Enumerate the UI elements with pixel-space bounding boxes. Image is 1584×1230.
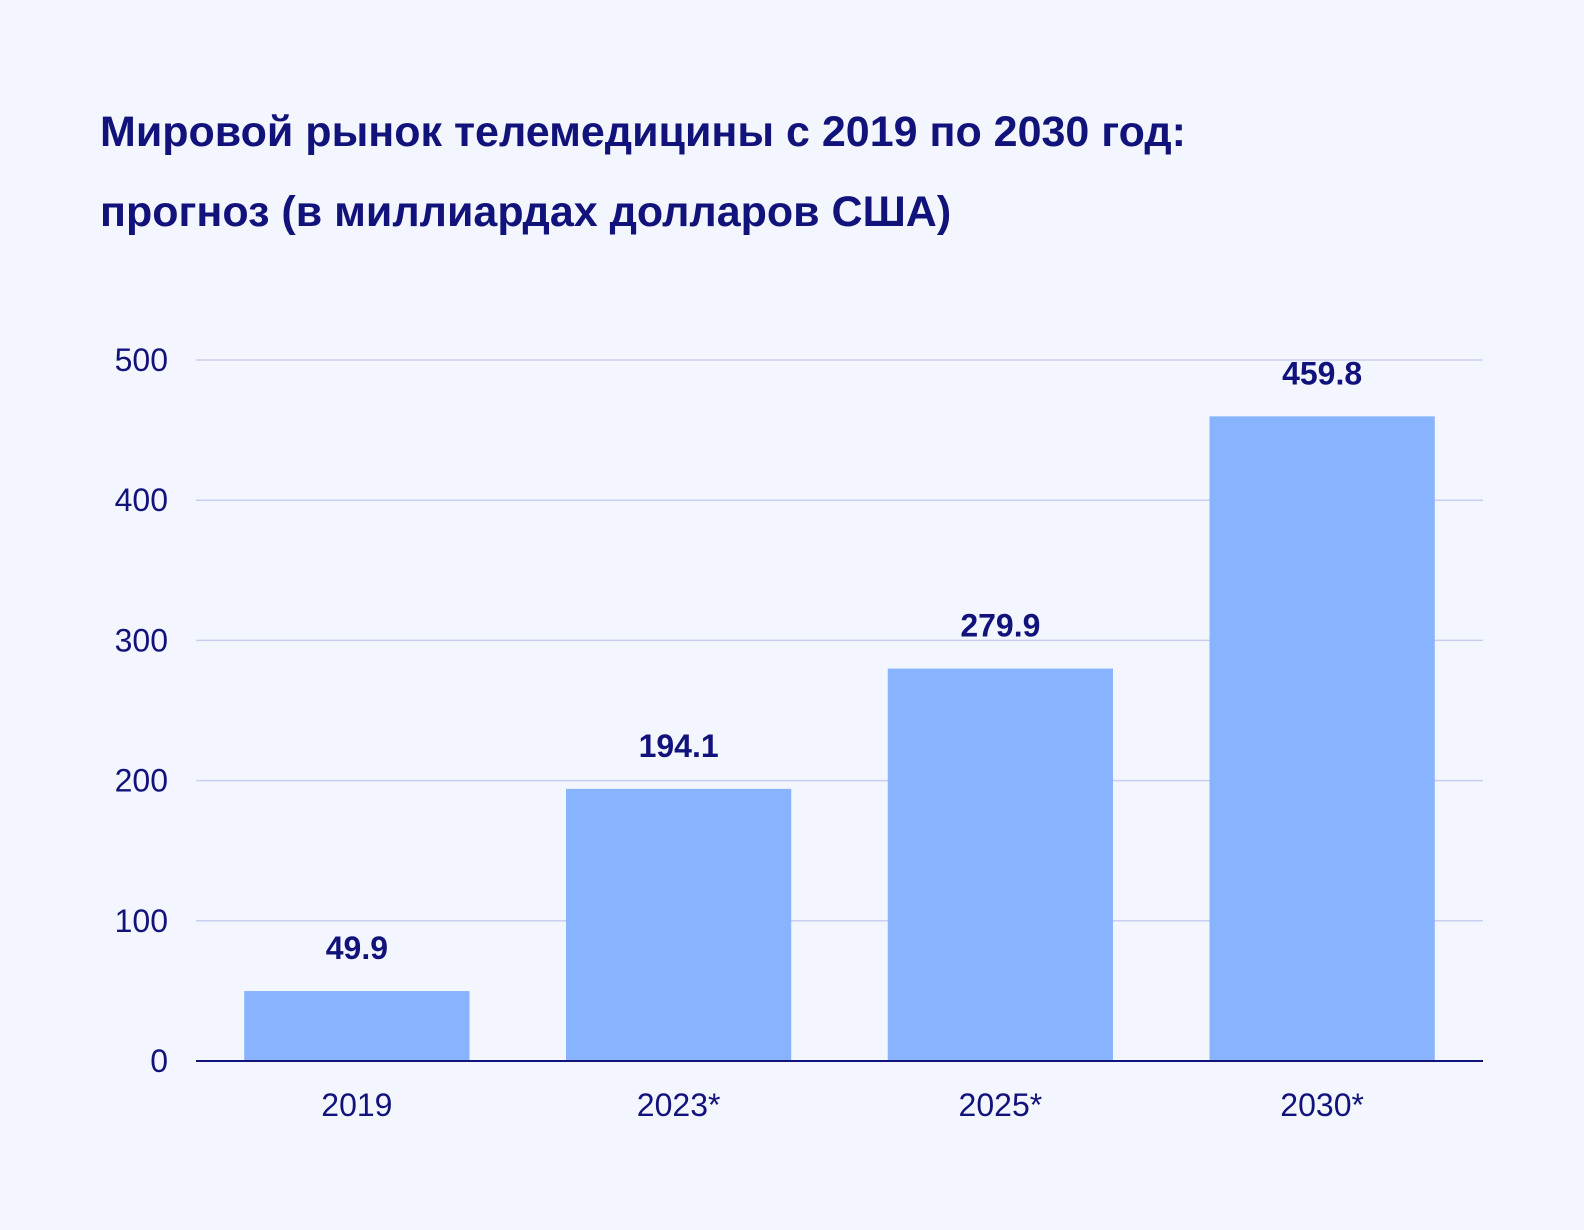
data-label: 49.9 [326, 930, 388, 966]
y-tick-label: 200 [115, 763, 168, 799]
y-tick-label: 400 [115, 482, 168, 518]
y-tick-label: 100 [115, 903, 168, 939]
chart-title: Мировой рынок телемедицины с 2019 по 203… [100, 92, 1480, 252]
chart-title-line-1: Мировой рынок телемедицины с 2019 по 203… [100, 108, 1186, 156]
bar-2025 [887, 668, 1113, 1061]
y-tick-label: 300 [115, 622, 168, 658]
x-tick-label: 2019 [321, 1087, 392, 1123]
x-tick-label: 2030* [1280, 1087, 1364, 1123]
x-axis-ticks: 2019 2023* 2025* 2030* [321, 1087, 1364, 1123]
y-tick-label: 0 [150, 1043, 168, 1079]
x-tick-label: 2025* [959, 1087, 1043, 1123]
x-tick-label: 2023* [637, 1087, 721, 1123]
data-label: 194.1 [639, 728, 719, 764]
y-tick-label: 500 [115, 342, 168, 378]
bar-2019 [244, 991, 470, 1061]
bar-2023 [566, 788, 792, 1061]
bars [244, 416, 1435, 1061]
bar-2030 [1209, 416, 1435, 1061]
y-axis-ticks: 0 100 200 300 400 500 [115, 342, 168, 1079]
chart-title-line-2: прогноз (в миллиардах долларов США) [100, 188, 952, 236]
data-label: 279.9 [960, 608, 1040, 644]
data-labels: 49.9 194.1 279.9 459.8 [326, 355, 1362, 966]
data-label: 459.8 [1282, 355, 1362, 391]
